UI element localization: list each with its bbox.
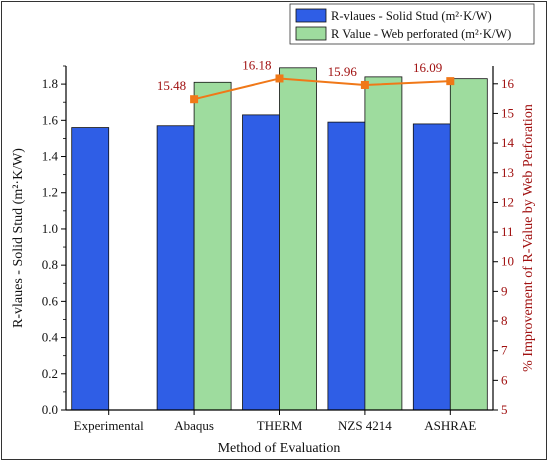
x-tick-label-3: NZS 4214: [338, 418, 392, 433]
left-tick-label-9: 1.8: [42, 76, 58, 91]
improvement-label-3: 15.96: [328, 64, 358, 79]
right-tick-label-10: 15: [501, 105, 514, 120]
legend-label-0: R-vlaues - Solid Stud (m²·K/W): [331, 9, 492, 23]
legend-swatch-0: [295, 8, 327, 23]
bar-web-3: [364, 76, 403, 411]
bar-solid-4: [412, 123, 451, 411]
legend-box: [289, 3, 535, 45]
x-tick-label-2: THERM: [257, 418, 303, 433]
right-ticks-group: 5 6 7 8 9 10 11 12 13 14 15 16: [493, 76, 515, 417]
left-ticks-group: 0.0 0.2 0.4 0.6 0.8 1.0 1.2 1.4 1.6 1.8: [42, 65, 66, 417]
improvement-point-4: [446, 77, 455, 86]
legend: R-vlaues - Solid Stud (m²·K/W) R Value - …: [289, 3, 535, 45]
left-tick-label-8: 1.6: [42, 112, 59, 127]
left-tick-label-2: 0.4: [42, 330, 59, 345]
right-tick-label-6: 11: [501, 224, 514, 239]
left-tick-label-6: 1.2: [42, 185, 58, 200]
bar-solid-2: [242, 114, 280, 411]
x-tick-label-0: Experimental: [74, 418, 144, 433]
left-tick-label-7: 1.4: [42, 149, 59, 164]
right-tick-label-11: 16: [501, 76, 515, 91]
bar-web-2: [279, 67, 317, 411]
improvement-point-2: [275, 74, 284, 83]
legend-swatch-1: [295, 26, 327, 41]
x-tick-label-1: Abaqus: [174, 418, 214, 433]
x-ticks-group: Experimental Abaqus THERM NZS 4214 ASHRAE: [74, 410, 476, 433]
line-series-group: 15.48 16.18 15.96 16.09: [157, 57, 455, 104]
right-tick-label-2: 7: [501, 343, 508, 358]
y-axis-title: R-vlaues - Solid Stud (m²·K/W): [11, 148, 26, 328]
right-tick-label-1: 6: [501, 372, 508, 387]
right-tick-label-7: 12: [501, 194, 514, 209]
improvement-line: [193, 77, 451, 101]
bars-group: [71, 67, 488, 411]
right-tick-label-5: 10: [501, 254, 514, 269]
x-axis-title: Method of Evaluation: [218, 441, 341, 456]
legend-label-1: R Value - Web perforated (m²·K/W): [331, 27, 511, 41]
bar-solid-3: [327, 121, 366, 411]
improvement-point-3: [360, 80, 369, 89]
y2-axis-title: % Improvement of R-Value by Web Perforat…: [521, 104, 536, 372]
improvement-label-4: 16.09: [413, 60, 442, 75]
left-tick-label-1: 0.2: [42, 366, 58, 381]
right-tick-label-9: 14: [501, 135, 515, 150]
right-tick-label-0: 5: [501, 402, 508, 417]
bar-web-1: [193, 81, 232, 411]
left-tick-label-3: 0.6: [42, 293, 59, 308]
bar-solid-1: [156, 125, 195, 411]
left-tick-label-5: 1.0: [42, 221, 58, 236]
left-tick-label-0: 0.0: [42, 402, 58, 417]
bar-solid-0: [71, 127, 110, 411]
right-tick-label-4: 9: [501, 283, 508, 298]
x-tick-label-4: ASHRAE: [424, 418, 476, 433]
right-tick-label-3: 8: [501, 313, 508, 328]
left-tick-label-4: 0.8: [42, 257, 58, 272]
improvement-label-2: 16.18: [242, 57, 271, 72]
right-tick-label-8: 13: [501, 165, 514, 180]
improvement-label-1: 15.48: [157, 78, 186, 93]
improvement-point-1: [190, 95, 199, 104]
bar-web-4: [449, 78, 488, 411]
